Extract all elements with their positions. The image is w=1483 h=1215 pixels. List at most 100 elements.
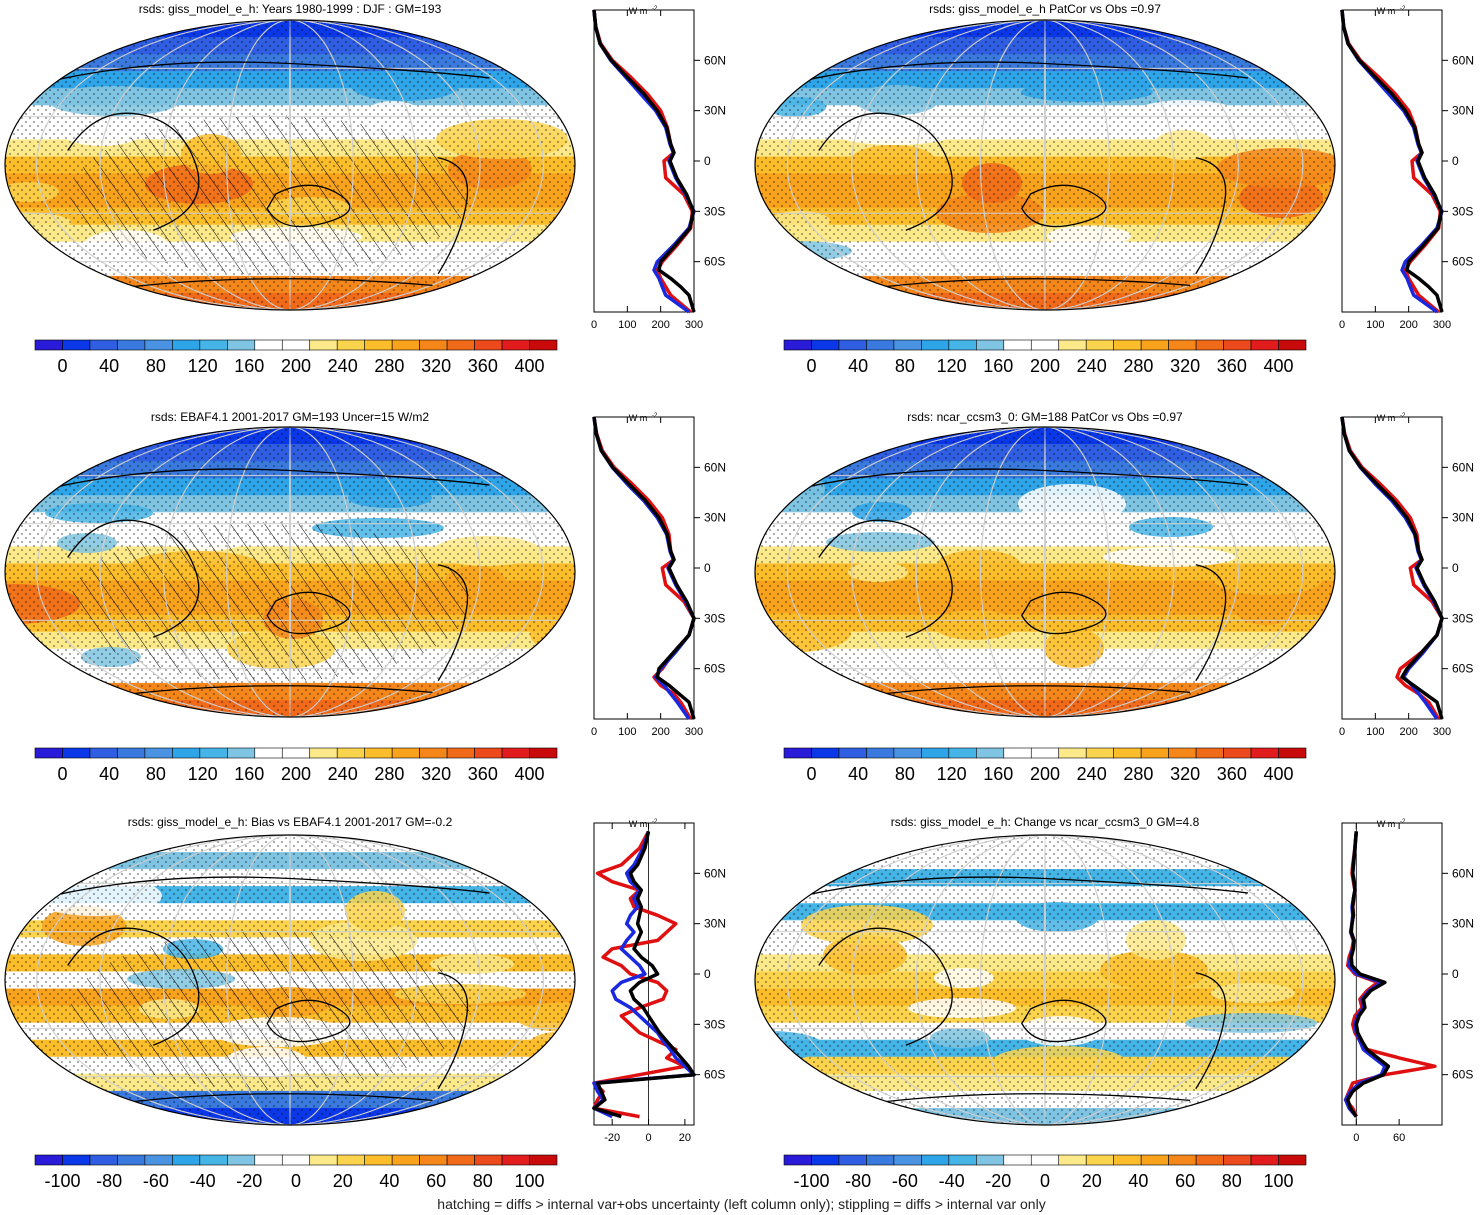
graticule-meridian <box>1044 427 1046 717</box>
coastline-antarctica <box>118 1093 433 1104</box>
graticule-meridian <box>162 835 418 1125</box>
colorbar-tick-label: -20 <box>985 1171 1011 1191</box>
graticule-meridian <box>915 427 1175 717</box>
profile-units-exponent: -2 <box>652 413 658 419</box>
coastline-northern <box>33 876 490 901</box>
coastline-australia <box>266 999 351 1043</box>
colorbar-box <box>948 747 977 759</box>
colorbar-tick-label: 280 <box>374 764 404 784</box>
panel-title-5: rsds: giss_model_e_h: Bias vs EBAF4.1 20… <box>127 815 453 829</box>
colorbar-box <box>89 747 118 759</box>
profile-units-exponent: -2 <box>1400 819 1406 825</box>
profile-xtick-label: 0 <box>1339 726 1345 738</box>
profile-units-label: W m <box>629 819 648 829</box>
colorbar-box <box>446 339 475 351</box>
colorbar-box <box>336 747 365 759</box>
graticule-meridian <box>980 427 1110 717</box>
coastline-south-america <box>1195 564 1227 682</box>
map-outline <box>754 834 1336 1126</box>
colorbar-box <box>529 339 558 351</box>
colorbar-box <box>1168 747 1197 759</box>
colorbar-box <box>1058 1154 1087 1166</box>
colorbar-box <box>391 1154 420 1166</box>
colorbar-box <box>419 1154 448 1166</box>
colorbar-tick-label: 280 <box>1123 356 1153 376</box>
colorbar-box <box>866 747 895 759</box>
graticule-meridian <box>162 427 418 717</box>
panel-title-2: rsds: giss_model_e_h PatCor vs Obs =0.97 <box>929 2 1161 16</box>
profile-ytick-label: 30S <box>704 611 725 625</box>
profile-ytick-label: 30S <box>1452 611 1473 625</box>
profile-ytick-label: 30S <box>1452 1017 1473 1031</box>
colorbar-box <box>144 339 173 351</box>
profile-ytick-label: 0 <box>1452 561 1459 575</box>
hatching <box>70 522 470 682</box>
colorbar-tick-label: 240 <box>328 764 358 784</box>
map-outline <box>4 19 576 311</box>
map-field-4 <box>755 427 1335 717</box>
profile-ytick-label: 60S <box>704 662 725 676</box>
coastline-northern <box>33 468 490 493</box>
panel-title-4: rsds: ncar_ccsm3_0: GM=188 PatCor vs Obs… <box>907 410 1183 424</box>
coastline-australia <box>1021 184 1107 228</box>
colorbar-box <box>783 747 812 759</box>
colorbar-box <box>254 339 283 351</box>
profile-xtick-label: 200 <box>1399 319 1417 331</box>
colorbar-6: -100 -80 -60 -40 -20 0 20 40 60 80 100 <box>783 1154 1307 1191</box>
colorbar-box <box>1278 747 1307 759</box>
colorbar-tick-label: 0 <box>291 1171 301 1191</box>
profile-xtick-label: 60 <box>1393 1132 1405 1144</box>
coastline-south-america <box>1195 157 1227 275</box>
colorbar-box <box>921 747 950 759</box>
colorbar-tick-label: -60 <box>892 1171 918 1191</box>
colorbar-box <box>117 747 146 759</box>
coastline-antarctica <box>870 1093 1191 1104</box>
profile-ytick-label: 60N <box>1452 866 1474 880</box>
graticule-meridian <box>162 20 418 310</box>
colorbar-tick-label: 400 <box>515 764 545 784</box>
colorbar-box <box>948 339 977 351</box>
map-outline <box>754 426 1336 718</box>
colorbar-tick-label: 360 <box>1217 764 1247 784</box>
colorbar-tick-label: -80 <box>96 1171 122 1191</box>
colorbar-box <box>811 339 840 351</box>
hatching <box>70 930 470 1090</box>
graticule-meridian <box>226 427 354 717</box>
profile-xtick-label: 300 <box>685 726 703 738</box>
colorbar-2: 0 40 80 120 160 200 240 280 320 360 400 <box>783 339 1307 376</box>
colorbar-box <box>117 1154 146 1166</box>
colorbar-box <box>501 339 530 351</box>
colorbar-tick-label: 160 <box>983 356 1013 376</box>
colorbar-tick-label: 280 <box>1123 764 1153 784</box>
colorbar-tick-label: 200 <box>1030 764 1060 784</box>
map-panel-4 <box>754 426 1336 718</box>
graticule-meridian <box>36 427 544 717</box>
profile-line-ref <box>592 9 696 313</box>
colorbar-box <box>1250 747 1279 759</box>
colorbar-box <box>811 1154 840 1166</box>
graticule-meridian <box>36 20 544 310</box>
zonal-profile-6: 60N 30N 0 30S 60S 0 60 W m -2 <box>1341 819 1474 1144</box>
profile-ytick-label: 60S <box>704 1068 725 1082</box>
colorbar-box <box>1003 747 1032 759</box>
colorbar-tick-label: 100 <box>1264 1171 1294 1191</box>
colorbar-box <box>866 339 895 351</box>
colorbar-tick-label: 0 <box>806 356 816 376</box>
colorbar-box <box>1058 747 1087 759</box>
colorbar-box <box>1113 339 1142 351</box>
zonal-profile-5: 60N 30N 0 30S 60S -20 0 20 W m -2 <box>592 819 726 1144</box>
colorbar-tick-label: 40 <box>848 764 868 784</box>
colorbar-box <box>501 1154 530 1166</box>
colorbar-tick-label: -80 <box>845 1171 871 1191</box>
colorbar-tick-label: 80 <box>146 356 166 376</box>
colorbar-tick-label: 40 <box>1128 1171 1148 1191</box>
colorbar-box <box>34 1154 63 1166</box>
graticule-meridian <box>851 427 1239 717</box>
profile-ytick-label: 0 <box>704 967 711 981</box>
colorbar-box <box>1058 339 1087 351</box>
graticule-meridian <box>1044 20 1046 310</box>
profile-xtick-label: 200 <box>1399 726 1417 738</box>
coastline-south-america <box>1195 972 1227 1090</box>
colorbar-tick-label: 320 <box>421 764 451 784</box>
